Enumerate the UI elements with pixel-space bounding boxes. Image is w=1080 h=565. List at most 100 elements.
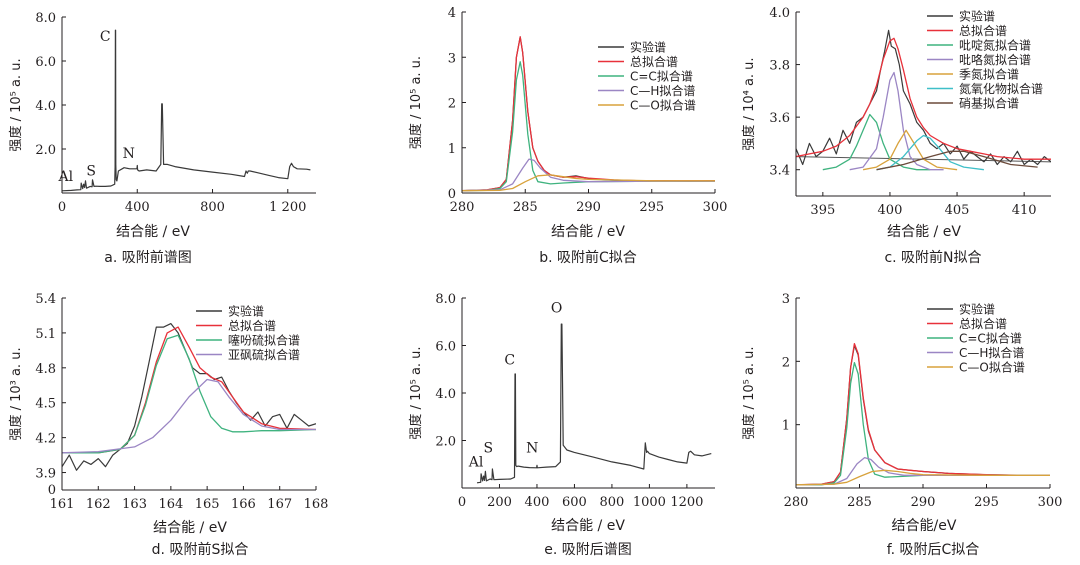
legend-label: C—H拟合谱 bbox=[630, 83, 695, 98]
y-tick-label: 3.8 bbox=[769, 59, 790, 74]
y-axis-label: 强度 / 10⁵ a. u. bbox=[8, 58, 24, 151]
peak-annotation: C bbox=[504, 353, 515, 369]
y-tick-label-zero: 0 bbox=[48, 483, 56, 498]
x-tick-label: 405 bbox=[945, 203, 970, 218]
panel-caption: b. 吸附前C拟合 bbox=[539, 249, 637, 266]
series-line-3 bbox=[796, 361, 1050, 486]
series-line-4 bbox=[849, 71, 944, 171]
x-tick-label: 0 bbox=[458, 495, 466, 510]
series-line-5 bbox=[862, 129, 958, 171]
peak-annotation: N bbox=[123, 146, 135, 162]
y-tick-label: 4.8 bbox=[35, 362, 56, 377]
legend-label: C—O拟合谱 bbox=[630, 98, 696, 113]
y-tick-label: 4 bbox=[448, 6, 456, 21]
peak-annotation: Al bbox=[57, 169, 73, 185]
y-tick-label: 1 bbox=[782, 419, 790, 434]
legend-label: 硝基拟合谱 bbox=[959, 96, 1019, 111]
x-tick-label: 163 bbox=[122, 497, 147, 512]
legend-label: 亚砜硫拟合谱 bbox=[228, 347, 300, 362]
y-tick-label: 2 bbox=[448, 97, 456, 112]
x-tick-label: 295 bbox=[639, 200, 664, 215]
series-line-3 bbox=[462, 61, 715, 192]
legend-label: 总拟合谱 bbox=[630, 54, 678, 69]
x-tick-label: 295 bbox=[974, 495, 999, 510]
y-tick-label: 4.0 bbox=[35, 99, 56, 114]
y-tick-label: 0 bbox=[448, 187, 456, 202]
panel-caption: a. 吸附前谱图 bbox=[104, 249, 191, 266]
x-axis-label: 结合能 / eV bbox=[551, 224, 625, 240]
x-axis-label: 结合能 / eV bbox=[887, 224, 961, 240]
peak-annotation: S bbox=[86, 163, 96, 179]
series-group bbox=[62, 29, 311, 192]
chart-panel-e: 0 200 400 600 800 1000 1200 2.0 4.0 6.0 8.0 结合能 / e… bbox=[408, 292, 715, 558]
x-tick-label: 161 bbox=[50, 497, 75, 512]
legend-label: 吡啶氮拟合谱 bbox=[959, 38, 1031, 53]
x-tick-label: 285 bbox=[513, 200, 538, 215]
x-tick-label: 400 bbox=[525, 495, 550, 510]
legend-label: 总拟合谱 bbox=[959, 23, 1007, 38]
y-tick-label: 4.5 bbox=[35, 397, 56, 412]
x-tick-label: 280 bbox=[784, 495, 809, 510]
x-axis-label: 结合能 / eV bbox=[153, 520, 227, 536]
x-tick-label: 395 bbox=[810, 203, 835, 218]
x-tick-label: 400 bbox=[878, 203, 903, 218]
legend-label: 噻吩硫拟合谱 bbox=[228, 333, 300, 348]
series-line-4 bbox=[462, 158, 715, 192]
panel-caption: c. 吸附前N拟合 bbox=[884, 249, 981, 266]
legend-label: 实验谱 bbox=[959, 9, 995, 24]
x-axis-label: 结合能 / eV bbox=[551, 518, 625, 534]
x-tick-label: 162 bbox=[86, 497, 111, 512]
series-line-1 bbox=[62, 29, 311, 192]
peak-annotation: N bbox=[526, 440, 538, 456]
y-tick-label: 4.0 bbox=[769, 6, 790, 21]
y-tick-label: 2.0 bbox=[35, 143, 56, 158]
x-tick-label: 167 bbox=[267, 497, 292, 512]
y-tick-label: 2.0 bbox=[435, 435, 456, 450]
chart-panel-c: 395 400 405 410 3.4 3.6 3.8 4.0 结合能 / eV 强度 / 10⁴… bbox=[741, 6, 1051, 266]
legend-label: C—O拟合谱 bbox=[959, 360, 1025, 375]
chart-panel-b: 280 285 290 295 300 0 1 2 3 4 结合能 / eV 强度 / 10⁵ a. … bbox=[408, 6, 727, 266]
y-axis-label: 强度 / 10⁵ a. u. bbox=[408, 346, 424, 439]
panel-caption: f. 吸附后C拟合 bbox=[887, 542, 980, 558]
x-tick-label: 164 bbox=[158, 497, 183, 512]
series-line-1 bbox=[476, 323, 712, 484]
legend-label: 实验谱 bbox=[959, 302, 995, 317]
chart-panel-a: 0 400 800 1 200 2.0 4.0 6.0 8.0 结合能 / eV 强度 / 10⁵… bbox=[8, 11, 316, 266]
x-tick-label: 290 bbox=[576, 200, 601, 215]
y-tick-label: 8.0 bbox=[435, 292, 456, 307]
y-tick-label: 3 bbox=[448, 51, 456, 66]
series-group bbox=[796, 342, 1050, 486]
y-axis-label: 强度 / 10⁵ a. u. bbox=[408, 56, 424, 149]
x-tick-label: 800 bbox=[200, 200, 225, 215]
y-tick-label: 4.0 bbox=[435, 387, 456, 402]
series-line-2 bbox=[796, 37, 1051, 160]
peak-annotation: Al bbox=[468, 455, 484, 471]
x-tick-label: 166 bbox=[231, 497, 256, 512]
series-line-7 bbox=[876, 150, 1038, 171]
y-tick-label: 8.0 bbox=[35, 11, 56, 26]
x-tick-label: 0 bbox=[58, 200, 66, 215]
legend-label: C=C拟合谱 bbox=[630, 69, 693, 84]
y-tick-label: 4.2 bbox=[35, 432, 56, 447]
y-tick-label: 6.0 bbox=[35, 55, 56, 70]
legend-label: 实验谱 bbox=[228, 304, 264, 319]
series-line-5 bbox=[462, 174, 715, 192]
legend-label: 季氮拟合谱 bbox=[959, 67, 1019, 82]
x-tick-label: 200 bbox=[487, 495, 512, 510]
x-tick-label: 168 bbox=[304, 497, 329, 512]
legend-label: 总拟合谱 bbox=[959, 316, 1007, 331]
y-axis-label: 强度 / 10³ a. u. bbox=[8, 347, 24, 440]
peak-annotation: C bbox=[100, 29, 111, 45]
x-tick-label: 1000 bbox=[633, 495, 666, 510]
x-tick-label: 1200 bbox=[670, 495, 703, 510]
x-tick-label: 300 bbox=[1038, 495, 1063, 510]
legend-label: C—H拟合谱 bbox=[959, 345, 1024, 360]
y-tick-label: 3 bbox=[782, 292, 790, 307]
x-axis-label: 结合能 / eV bbox=[116, 224, 190, 240]
peak-annotation: S bbox=[483, 440, 493, 456]
series-line-4 bbox=[62, 378, 316, 454]
y-tick-label: 5.4 bbox=[35, 292, 56, 307]
